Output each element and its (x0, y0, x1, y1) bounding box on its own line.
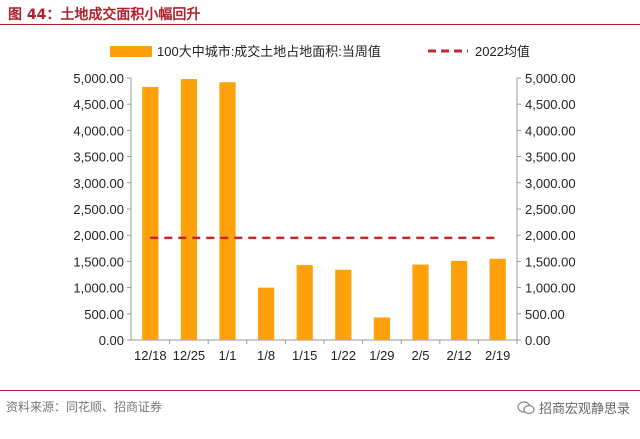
y-tick-label-left: 500.00 (84, 307, 124, 322)
x-tick-label: 1/29 (369, 348, 394, 363)
y-tick-label-right: 4,000.00 (525, 123, 576, 138)
x-tick-label: 2/19 (485, 348, 510, 363)
bar (219, 82, 236, 340)
x-tick-label: 12/18 (134, 348, 167, 363)
bar (180, 79, 198, 340)
y-tick-label-left: 5,000.00 (73, 71, 124, 86)
figure-title: 图 44：土地成交面积小幅回升 (8, 7, 201, 23)
y-tick-label-right: 2,000.00 (525, 228, 576, 243)
legend: 100大中城市:成交土地占地面积:当周值 2022均值 (110, 44, 530, 59)
y-tick-label-left: 2,500.00 (73, 202, 124, 217)
y-tick-label-left: 0.00 (99, 333, 124, 348)
y-tick-label-left: 1,500.00 (73, 254, 124, 269)
y-tick-label-left: 3,500.00 (73, 150, 124, 165)
legend-bar-swatch (110, 46, 152, 57)
x-tick-label: 12/25 (173, 348, 206, 363)
bar (142, 86, 159, 341)
x-tick-label: 2/12 (446, 348, 471, 363)
source-note: 资料来源：同花顺、招商证券 (6, 400, 163, 414)
bar (450, 260, 468, 340)
y-tick-label-left: 3,000.00 (73, 176, 124, 191)
bar (296, 265, 313, 340)
y-tick-label-right: 3,000.00 (525, 176, 576, 191)
watermark-text: 招商宏观静思录 (538, 402, 630, 417)
bars (142, 79, 506, 341)
bar (373, 317, 391, 340)
y-tick-label-right: 4,500.00 (525, 97, 576, 112)
y-tick-label-left: 4,000.00 (73, 123, 124, 138)
bar (335, 269, 352, 340)
footer-divider (0, 390, 640, 391)
tick-labels: 0.00 0.00 500.00 500.00 1,000.00 1,000.00 1,50… (73, 71, 575, 363)
y-tick-label-left: 2,000.00 (73, 228, 124, 243)
y-tick-label-left: 4,500.00 (73, 97, 124, 112)
watermark: 招商宏观静思录 (517, 398, 630, 417)
x-tick-label: 1/8 (257, 348, 275, 363)
bar (489, 258, 506, 340)
x-tick-label: 2/5 (411, 348, 429, 363)
chart: 100大中城市:成交土地占地面积:当周值 2022均值 0.00 0.00 500.… (73, 44, 575, 363)
y-tick-label-right: 1,500.00 (525, 254, 576, 269)
bar (412, 264, 429, 340)
y-tick-label-right: 3,500.00 (525, 150, 576, 165)
y-tick-label-right: 0.00 (525, 333, 550, 348)
y-tick-label-right: 1,000.00 (525, 281, 576, 296)
x-tick-label: 1/15 (292, 348, 317, 363)
title-divider (0, 24, 640, 25)
bar (257, 287, 275, 340)
legend-avg-label: 2022均值 (475, 44, 530, 59)
x-tick-label: 1/22 (331, 348, 356, 363)
y-tick-label-left: 1,000.00 (73, 281, 124, 296)
wechat-icon (517, 400, 535, 414)
y-tick-label-right: 2,500.00 (525, 202, 576, 217)
y-tick-label-right: 500.00 (525, 307, 565, 322)
x-tick-label: 1/1 (218, 348, 236, 363)
legend-bar-label: 100大中城市:成交土地占地面积:当周值 (157, 44, 381, 59)
y-tick-label-right: 5,000.00 (525, 71, 576, 86)
